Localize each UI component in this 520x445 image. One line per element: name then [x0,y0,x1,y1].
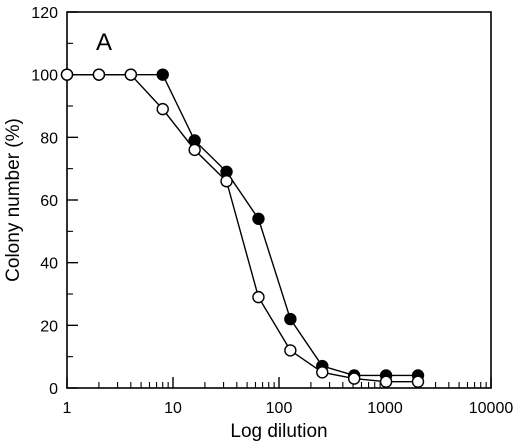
panel-label: A [96,29,112,56]
series-2-point [284,344,297,357]
series-1-point [156,68,169,81]
axis-tick-labels: 1 10 100 1000 10000 0 20 40 60 80 100 120 [31,5,513,417]
series-2-point [316,366,329,379]
series-2-point [347,372,361,385]
series-1-line [67,73,419,377]
y-tick-label: 80 [40,130,58,147]
y-axis-label: Colony number (%) [3,118,24,282]
x-tick-label: 100 [266,400,293,417]
y-tick-label: 120 [31,5,58,22]
series-2-point [252,290,265,304]
y-tick-label: 0 [49,381,58,398]
series-2-line [67,73,419,383]
y-tick-label: 40 [40,256,58,273]
y-tick-label: 20 [40,318,58,335]
x-axis-label: Log dilution [230,421,327,442]
series-2-point [379,375,393,388]
y-tick-label: 100 [31,68,58,85]
x-tick-label: 10000 [469,400,514,417]
x-tick-label: 1 [63,400,72,417]
series-2-point [411,375,425,388]
series-2-point [124,68,138,81]
y-tick-label: 60 [40,193,58,210]
series-layer [60,68,425,388]
series-2-point [156,102,169,116]
x-tick-label: 10 [164,400,182,417]
series-2-point [92,68,106,81]
series-1-point [252,212,265,226]
x-tick-label: 1000 [367,400,403,417]
series-2-point [220,174,233,188]
series-1-point [284,312,297,326]
series-2-point [60,68,74,81]
series-2-point [188,143,201,157]
